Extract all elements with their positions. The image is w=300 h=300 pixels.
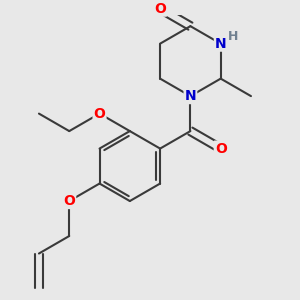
Text: O: O bbox=[94, 106, 106, 121]
Text: O: O bbox=[63, 194, 75, 208]
Text: N: N bbox=[184, 89, 196, 103]
Text: O: O bbox=[215, 142, 226, 156]
Text: O: O bbox=[154, 2, 166, 16]
Text: N: N bbox=[215, 37, 226, 51]
Text: H: H bbox=[228, 30, 238, 44]
